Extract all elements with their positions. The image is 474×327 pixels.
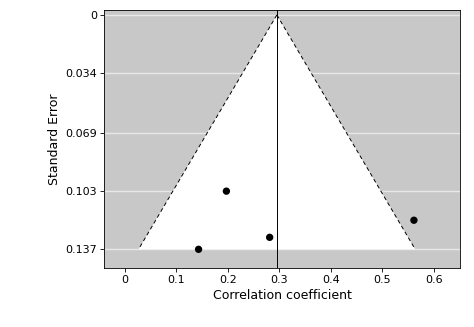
Polygon shape [138, 15, 415, 249]
Y-axis label: Standard Error: Standard Error [48, 93, 62, 185]
X-axis label: Correlation coefficient: Correlation coefficient [213, 289, 351, 302]
Point [410, 218, 418, 223]
Point [266, 235, 273, 240]
Point [223, 189, 230, 194]
Point [195, 247, 202, 252]
